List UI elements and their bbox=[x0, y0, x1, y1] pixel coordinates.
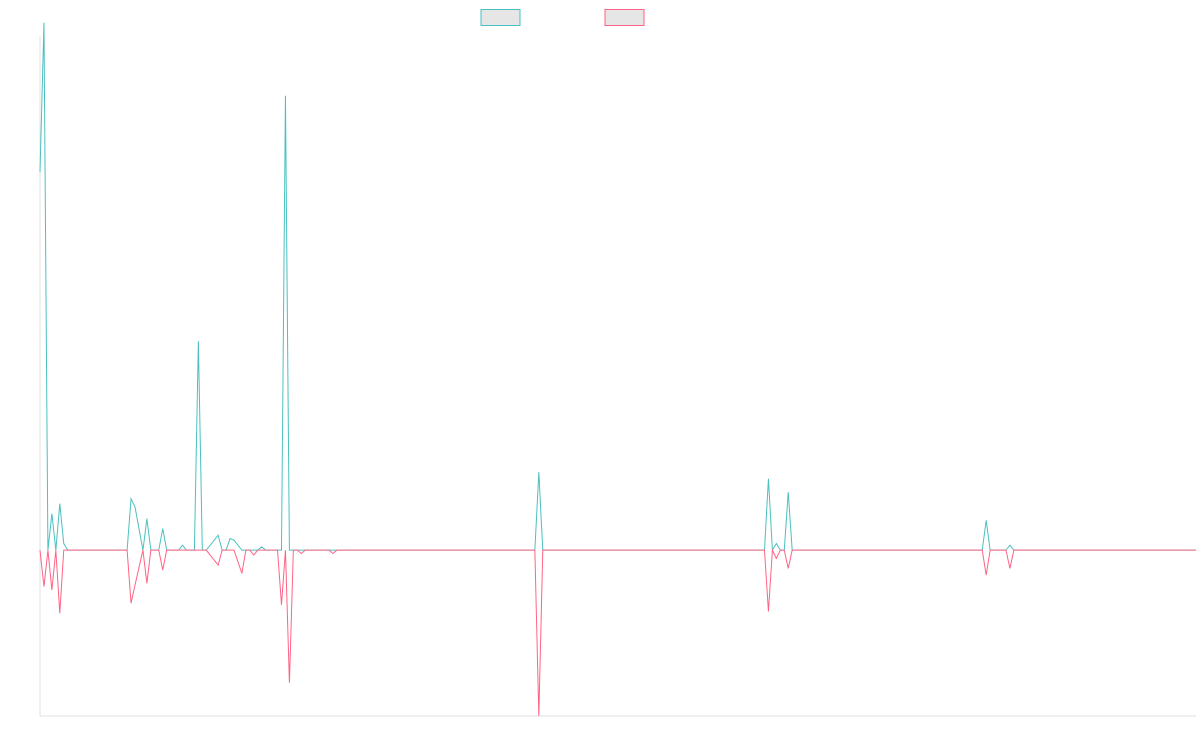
series-layer bbox=[39, 22, 1196, 717]
series-line-1 bbox=[39, 22, 1196, 552]
series-line-2 bbox=[39, 548, 1196, 717]
legend-swatch-2[interactable] bbox=[604, 9, 645, 26]
legend-swatch-1[interactable] bbox=[480, 9, 521, 26]
legend bbox=[480, 9, 645, 26]
